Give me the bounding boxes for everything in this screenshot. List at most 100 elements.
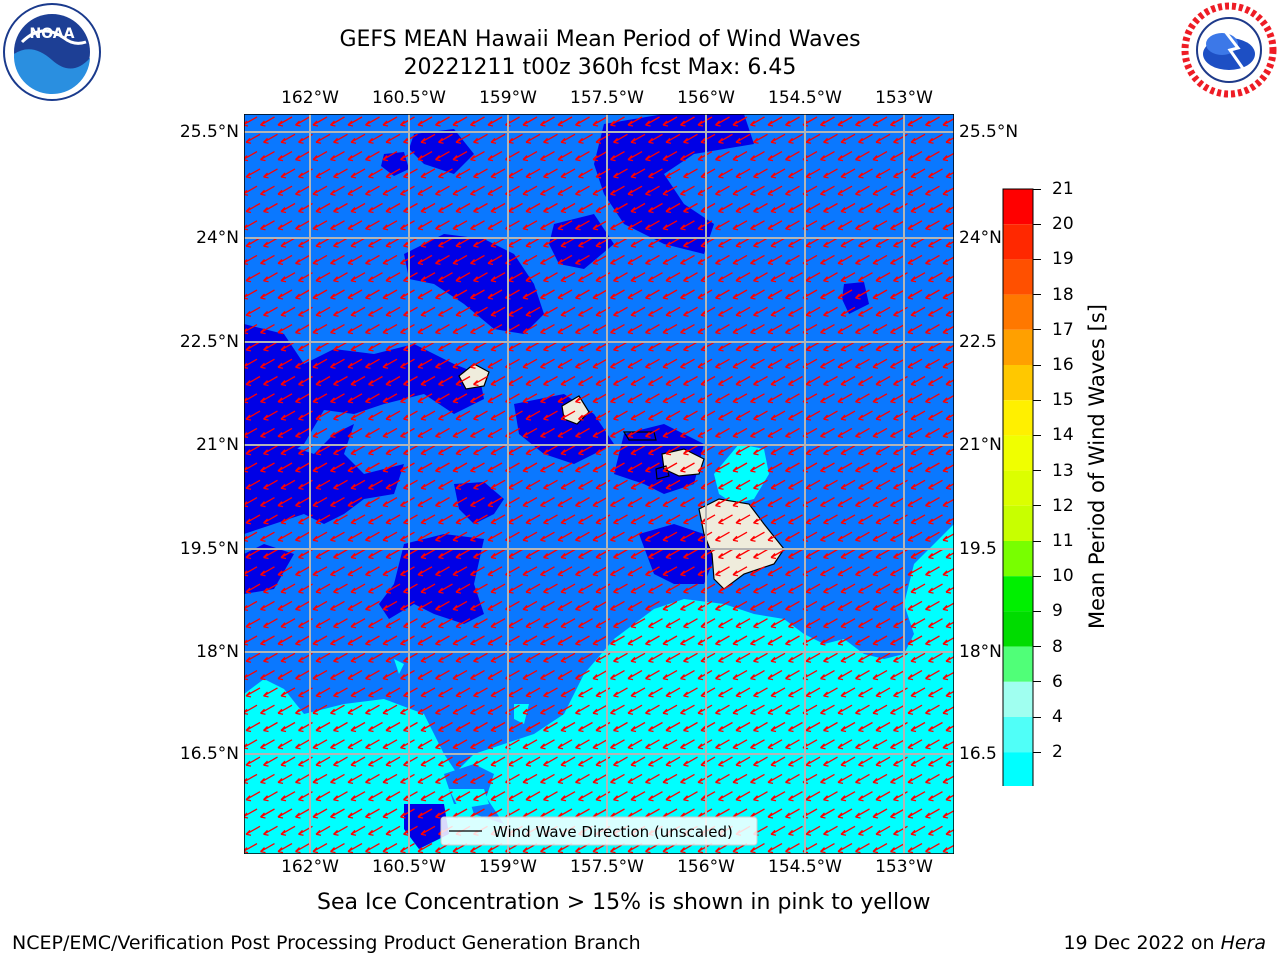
- wind-arrow: [295, 704, 310, 715]
- wind-arrow: [347, 462, 363, 473]
- wind-arrow: [260, 566, 275, 577]
- wind-arrow: [910, 825, 926, 836]
- wind-arrow: [333, 618, 348, 629]
- wind-arrow: [627, 185, 643, 196]
- wind-arrow: [592, 185, 608, 196]
- wind-arrow: [312, 670, 328, 681]
- wind-arrow: [400, 358, 415, 369]
- wind-arrow: [872, 670, 888, 681]
- wind-arrow: [785, 670, 800, 681]
- wind-arrow: [770, 479, 786, 490]
- colorbar-tick-label: 20: [1052, 214, 1074, 235]
- wind-arrow: [662, 254, 678, 266]
- wind-arrow: [470, 220, 485, 231]
- wind-arrow: [575, 635, 590, 646]
- wind-arrow: [788, 445, 803, 456]
- wind-arrow: [823, 756, 838, 767]
- wind-arrow: [368, 410, 383, 421]
- wind-arrow: [732, 185, 748, 196]
- wind-arrow: [487, 393, 503, 404]
- lat-tick-right: 16.5: [959, 744, 997, 764]
- wind-arrow: [788, 791, 803, 802]
- wind-arrow: [280, 652, 296, 663]
- wind-arrow: [718, 721, 733, 733]
- wind-arrow: [244, 427, 258, 439]
- footer-host: Hera: [1220, 932, 1266, 954]
- wind-arrow: [470, 393, 485, 404]
- wind-arrow: [315, 341, 331, 352]
- wind-arrow: [540, 324, 555, 335]
- wind-arrow: [805, 133, 821, 144]
- wind-arrow: [942, 775, 954, 785]
- wind-arrow: [665, 168, 681, 179]
- wind-arrow: [455, 168, 471, 179]
- wind-arrow: [347, 427, 363, 439]
- wind-arrow: [770, 168, 786, 179]
- wind-arrow: [260, 462, 275, 473]
- wind-arrow: [350, 791, 366, 802]
- wind-arrow: [945, 344, 954, 352]
- wind-arrow: [487, 116, 503, 127]
- wind-arrow: [420, 548, 436, 560]
- wind-arrow: [277, 773, 293, 785]
- wind-arrow: [767, 220, 783, 231]
- wind-arrow: [260, 704, 275, 715]
- wind-arrow: [907, 635, 923, 646]
- wind-arrow: [417, 254, 433, 266]
- wind-arrow: [382, 254, 398, 266]
- wind-arrow: [837, 497, 853, 508]
- wind-arrow: [893, 168, 908, 179]
- wind-arrow: [630, 583, 646, 594]
- wind-arrow: [522, 116, 538, 127]
- wind-wave-arrows: [244, 116, 954, 854]
- wind-arrow: [508, 445, 523, 456]
- wind-arrow: [455, 618, 471, 629]
- wind-arrow: [245, 341, 261, 352]
- wind-arrow: [312, 739, 328, 750]
- wind-arrow: [350, 825, 366, 836]
- wind-arrow: [610, 739, 625, 750]
- wind-arrow: [350, 410, 366, 421]
- wind-arrow: [540, 531, 555, 542]
- wind-arrow: [837, 773, 853, 785]
- wind-arrow: [805, 202, 821, 214]
- wind-arrow: [785, 635, 800, 646]
- wind-arrow: [277, 808, 293, 819]
- wind-arrow: [680, 773, 695, 785]
- wind-arrow: [244, 151, 258, 162]
- wind-arrow: [435, 324, 450, 335]
- wind-arrow: [662, 220, 678, 231]
- wind-arrow: [522, 151, 538, 162]
- wind-arrow: [785, 185, 800, 196]
- wind-arrow: [718, 479, 733, 490]
- chart-title: GEFS MEAN Hawaii Mean Period of Wind Wav…: [339, 27, 861, 52]
- wind-arrow: [560, 375, 576, 387]
- wind-arrow: [837, 220, 853, 231]
- wind-arrow: [400, 566, 415, 577]
- wind-arrow: [525, 548, 541, 560]
- wind-arrow: [910, 756, 926, 767]
- wind-arrow: [312, 289, 328, 300]
- wind-arrow: [277, 289, 293, 300]
- wind-arrow: [522, 427, 538, 439]
- lon-tick-top: 156°W: [677, 88, 735, 108]
- wind-arrow: [522, 704, 538, 715]
- wind-arrow: [368, 583, 383, 594]
- wind-arrow: [837, 151, 853, 162]
- wind-arrow: [890, 843, 905, 854]
- wind-arrow: [365, 808, 380, 819]
- wind-arrow: [350, 306, 366, 317]
- wind-arrow: [715, 185, 730, 196]
- wind-arrow: [910, 479, 926, 490]
- wind-arrow: [490, 618, 506, 629]
- map-legend: Wind Wave Direction (unscaled): [440, 816, 758, 846]
- wind-arrow: [893, 410, 908, 421]
- wind-arrow: [347, 531, 363, 542]
- wind-arrow: [907, 773, 923, 785]
- wind-arrow: [295, 566, 310, 577]
- wind-arrow: [840, 618, 856, 629]
- wind-arrow: [295, 600, 310, 612]
- wind-arrow: [420, 133, 436, 144]
- wind-arrow: [333, 168, 348, 179]
- wind-arrow: [382, 497, 398, 508]
